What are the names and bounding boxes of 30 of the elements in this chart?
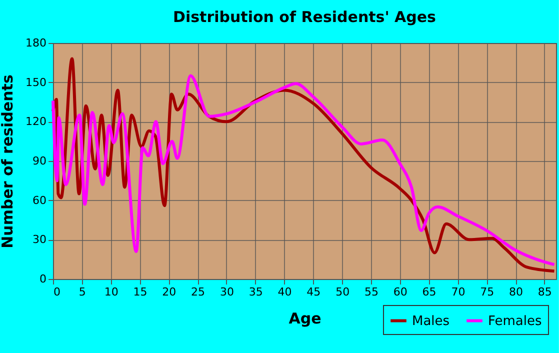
legend-label: Males: [412, 314, 450, 329]
x-tick-label: 70: [451, 286, 466, 298]
y-tick-label: 0: [40, 272, 46, 286]
x-tick-label: 15: [133, 286, 148, 298]
legend-label: Females: [488, 314, 542, 329]
x-tick-label: 65: [422, 286, 436, 298]
x-tick-label: 30: [220, 286, 234, 298]
y-tick-label: 150: [26, 76, 46, 89]
x-tick-label: 20: [162, 286, 176, 298]
y-tick-label: 90: [32, 154, 46, 168]
x-tick-label: 45: [306, 286, 321, 298]
y-axis-title: Number of residents: [0, 74, 17, 248]
x-tick-label: 0: [54, 286, 60, 298]
x-tick-label: 10: [104, 286, 118, 298]
x-tick-label: 80: [509, 286, 524, 298]
x-axis-title: Age: [288, 310, 322, 328]
x-tick-label: 25: [191, 286, 206, 298]
x-tick-label: 50: [336, 286, 350, 298]
x-tick-label: 40: [278, 286, 292, 298]
y-tick-label: 120: [26, 115, 46, 128]
y-tick-label: 60: [32, 194, 46, 207]
x-tick-label: 85: [538, 286, 552, 298]
x-tick-label: 55: [364, 286, 378, 298]
x-tick-label: 35: [248, 286, 263, 298]
y-tick-label: 180: [26, 36, 46, 50]
x-tick-label: 5: [78, 286, 86, 298]
chart-title: Distribution of Residents' Ages: [173, 8, 436, 26]
y-tick-label: 30: [32, 233, 46, 246]
x-tick-label: 60: [393, 286, 408, 298]
x-tick-label: 75: [480, 286, 494, 298]
